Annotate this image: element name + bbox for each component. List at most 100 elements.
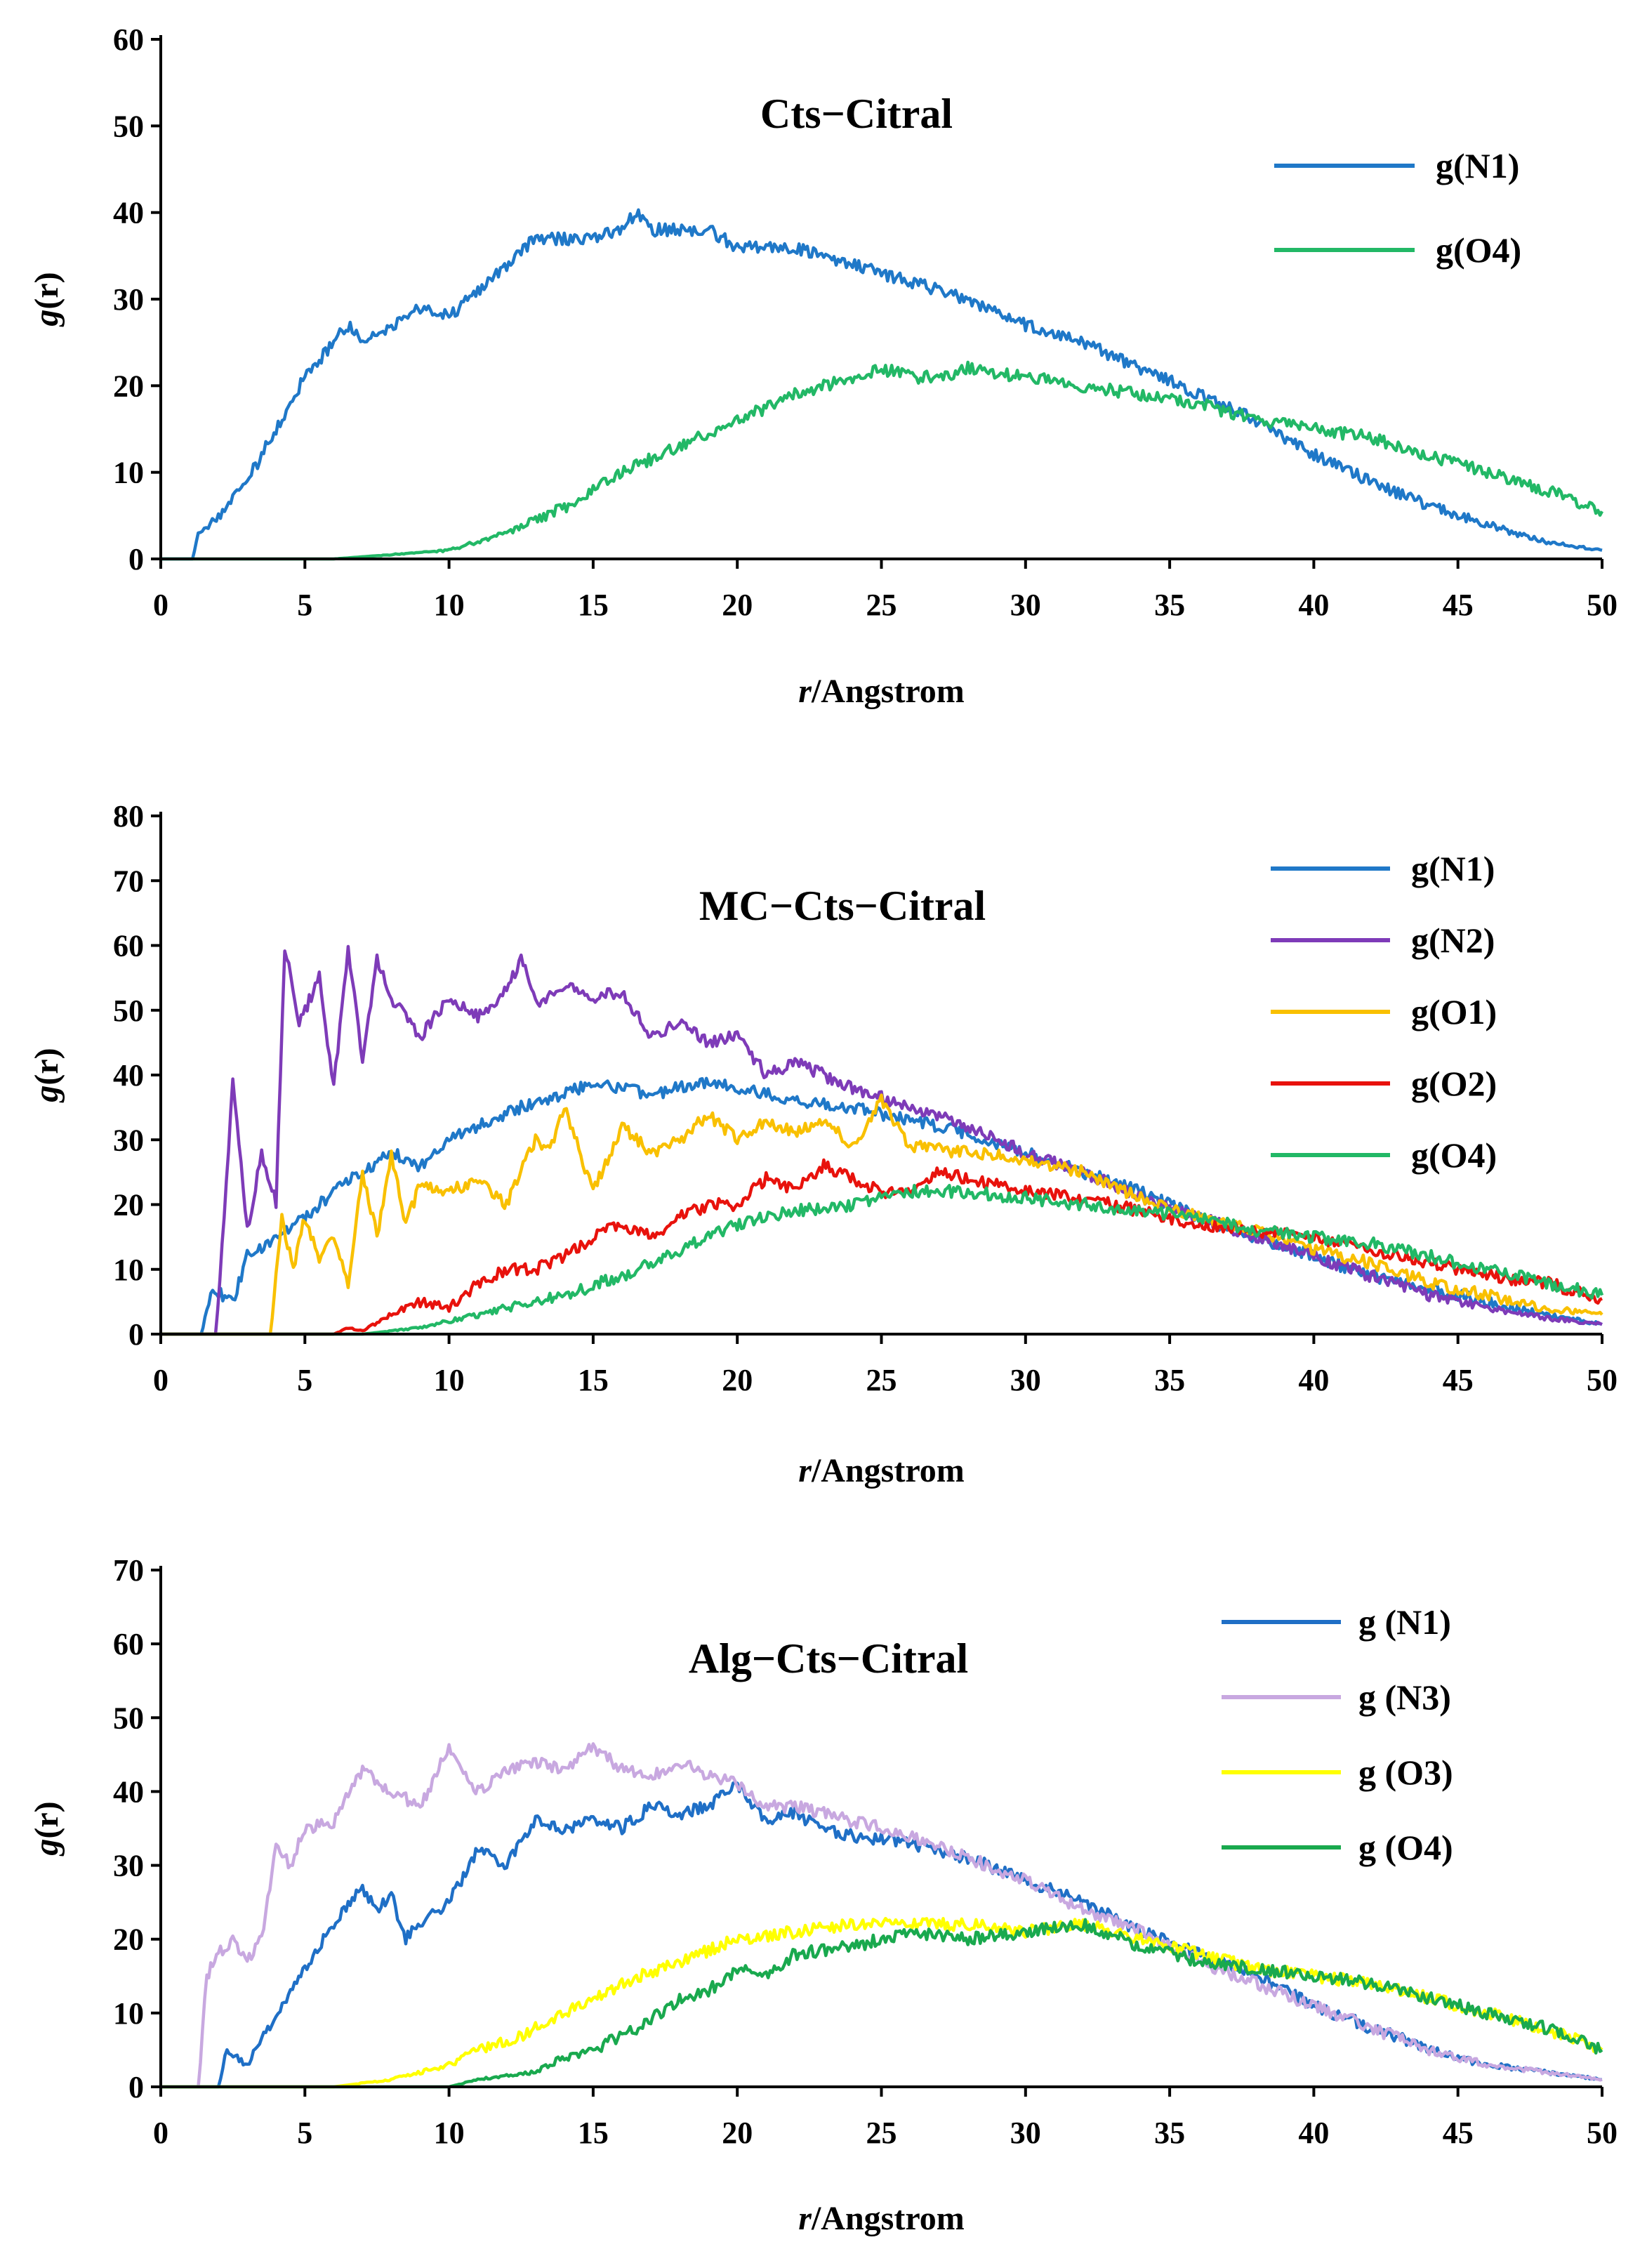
chart-3-x-axis-label-unit: /Angstrom (811, 2200, 965, 2237)
chart-3-x-tick-label: 35 (1154, 2116, 1185, 2150)
chart-2-series-gO1-line (161, 1093, 1603, 1336)
chart-1-y-tick-label: 20 (113, 369, 144, 403)
chart-1-y-tick-label: 30 (113, 282, 144, 317)
chart-2-x-tick-label: 50 (1587, 1363, 1618, 1397)
chart-1-x-tick-label: 10 (434, 588, 465, 622)
chart-2-series-gN1-line (161, 1076, 1603, 1336)
chart-3-x-tick-label: 15 (578, 2116, 609, 2150)
chart-1-title: Cts−Citral (760, 91, 953, 137)
chart-3-x-tick-label: 10 (434, 2116, 465, 2150)
chart-1-x-axis-label: r/Angstrom (798, 673, 964, 710)
chart-3-x-tick-label: 50 (1587, 2116, 1618, 2150)
chart-2-y-tick-label: 80 (113, 799, 144, 833)
chart-1-x-tick-label: 5 (297, 588, 312, 622)
chart-3-x-tick-label: 20 (722, 2116, 753, 2150)
chart-2-legend: g(N1) g(N2) g(O1) g(O2) g(O4) (1271, 849, 1497, 1175)
chart-1-x-tick-label: 50 (1587, 588, 1618, 622)
chart-2-y-axis-label-var: g (28, 1086, 65, 1103)
chart-1-y-tick-label: 0 (128, 542, 144, 576)
chart-3-y-axis-label-arg: (r) (28, 1801, 65, 1838)
chart-2-legend-label: g(O1) (1411, 992, 1497, 1031)
chart-1-y-tick-label: 50 (113, 109, 144, 143)
chart-3-series-gN3-line (161, 1742, 1603, 2089)
chart-3-series-gO4-line (161, 1918, 1603, 2089)
chart-2-x-tick-label: 35 (1154, 1363, 1185, 1397)
chart-2-x-tick-label: 15 (578, 1363, 609, 1397)
chart-2-legend-label: g(N2) (1411, 921, 1495, 960)
chart-2-title: MC−Cts−Citral (699, 883, 986, 929)
chart-2-y-tick-label: 0 (128, 1317, 144, 1352)
chart-1-y-tick-label: 10 (113, 456, 144, 490)
chart-3-y-axis-label-var: g (28, 1839, 65, 1857)
chart-2-y-tick-label: 10 (113, 1253, 144, 1287)
chart-2-x-tick-label: 0 (153, 1363, 168, 1397)
chart-1-x-tick-label: 15 (578, 588, 609, 622)
chart-1-x-tick-label: 35 (1154, 588, 1185, 622)
chart-3-y-tick-label: 50 (113, 1701, 144, 1735)
chart-3-legend-label: g (O3) (1358, 1753, 1453, 1792)
chart-1-legend-label: g(N1) (1436, 146, 1519, 185)
chart-1-x-tick-label: 40 (1298, 588, 1329, 622)
chart-1-x-axis-label-var: r (798, 673, 812, 710)
chart-3-x-tick-label: 30 (1010, 2116, 1041, 2150)
chart-2-series-gN2-line (161, 944, 1603, 1336)
chart-2-panel: 0 10 20 30 40 50 60 70 80 0 5 10 15 20 25 30 35 40 45 50 MC−… (28, 799, 1618, 1489)
chart-1-y-tick-label: 60 (113, 22, 144, 57)
chart-3-y-axis-label: g(r) (28, 1801, 65, 1856)
chart-3-legend-label: g (N3) (1358, 1677, 1451, 1717)
chart-1-x-tick-label: 30 (1010, 588, 1041, 622)
chart-1-x-axis-label-unit: /Angstrom (811, 673, 965, 710)
chart-3-y-tick-label: 60 (113, 1627, 144, 1661)
chart-2-y-tick-label: 70 (113, 864, 144, 898)
chart-3-series-gO3-line (161, 1916, 1603, 2089)
chart-2-x-tick-label: 25 (866, 1363, 897, 1397)
chart-2-legend-label: g(O4) (1411, 1135, 1497, 1175)
chart-1-x-tick-label: 20 (722, 588, 753, 622)
chart-2-x-tick-label: 30 (1010, 1363, 1041, 1397)
chart-3-x-tick-label: 25 (866, 2116, 897, 2150)
chart-2-y-tick-label: 20 (113, 1188, 144, 1222)
chart-2-x-tick-label: 40 (1298, 1363, 1329, 1397)
chart-3-x-tick-label: 0 (153, 2116, 168, 2150)
chart-2-x-axis-label-unit: /Angstrom (811, 1452, 965, 1489)
chart-2-x-axis-label-var: r (798, 1452, 812, 1489)
chart-1-y-axis-label: g(r) (28, 272, 65, 327)
chart-2-y-tick-label: 40 (113, 1058, 144, 1093)
chart-3-title: Alg−Cts−Citral (689, 1635, 968, 1682)
chart-1-series-gO4-line (161, 360, 1603, 561)
chart-1-legend: g(N1) g(O4) (1274, 146, 1521, 270)
chart-1-panel: 0 10 20 30 40 50 60 0 5 10 15 20 25 30 35 40 45 50 Cts−Cit… (28, 22, 1618, 710)
chart-2-series-gO2-line (161, 1158, 1603, 1336)
chart-3-x-axis-label: r/Angstrom (798, 2200, 964, 2237)
chart-2-y-tick-label: 50 (113, 994, 144, 1028)
chart-3-panel: 0 10 20 30 40 50 60 70 0 5 10 15 20 25 30 35 40 45 50 Alg−C… (28, 1553, 1618, 2237)
chart-2-legend-label: g(N1) (1411, 849, 1495, 888)
chart-3-x-tick-label: 5 (297, 2116, 312, 2150)
chart-1-x-tick-label: 45 (1443, 588, 1474, 622)
chart-1-x-tick-label: 25 (866, 588, 897, 622)
chart-2-series-gO4-line (161, 1183, 1604, 1336)
chart-3-x-tick-label: 45 (1443, 2116, 1474, 2150)
chart-2-y-tick-label: 60 (113, 929, 144, 963)
chart-1-y-tick-label: 40 (113, 196, 144, 230)
chart-1-y-axis-label-arg: (r) (28, 272, 65, 309)
chart-3-y-tick-label: 0 (128, 2070, 144, 2104)
chart-3-y-tick-label: 70 (113, 1553, 144, 1588)
chart-2-x-tick-label: 45 (1443, 1363, 1474, 1397)
chart-2-y-axis-label-arg: (r) (28, 1048, 65, 1085)
chart-3-y-tick-label: 30 (113, 1849, 144, 1883)
chart-3-y-tick-label: 20 (113, 1923, 144, 1957)
chart-3-legend: g (N1) g (N3) g (O3) g (O4) (1222, 1602, 1453, 1867)
chart-1-series-gN1-line (161, 208, 1603, 561)
chart-2-x-tick-label: 20 (722, 1363, 753, 1397)
chart-2-x-tick-label: 5 (297, 1363, 312, 1397)
chart-2-legend-label: g(O2) (1411, 1064, 1497, 1103)
chart-1-y-axis-label-var: g (28, 310, 65, 327)
chart-2-x-axis-label: r/Angstrom (798, 1452, 964, 1489)
chart-1-x-tick-label: 0 (153, 588, 168, 622)
chart-3-y-tick-label: 40 (113, 1774, 144, 1809)
chart-3-legend-label: g (N1) (1358, 1602, 1451, 1642)
chart-3-x-tick-label: 40 (1298, 2116, 1329, 2150)
chart-3-x-axis-label-var: r (798, 2200, 812, 2237)
